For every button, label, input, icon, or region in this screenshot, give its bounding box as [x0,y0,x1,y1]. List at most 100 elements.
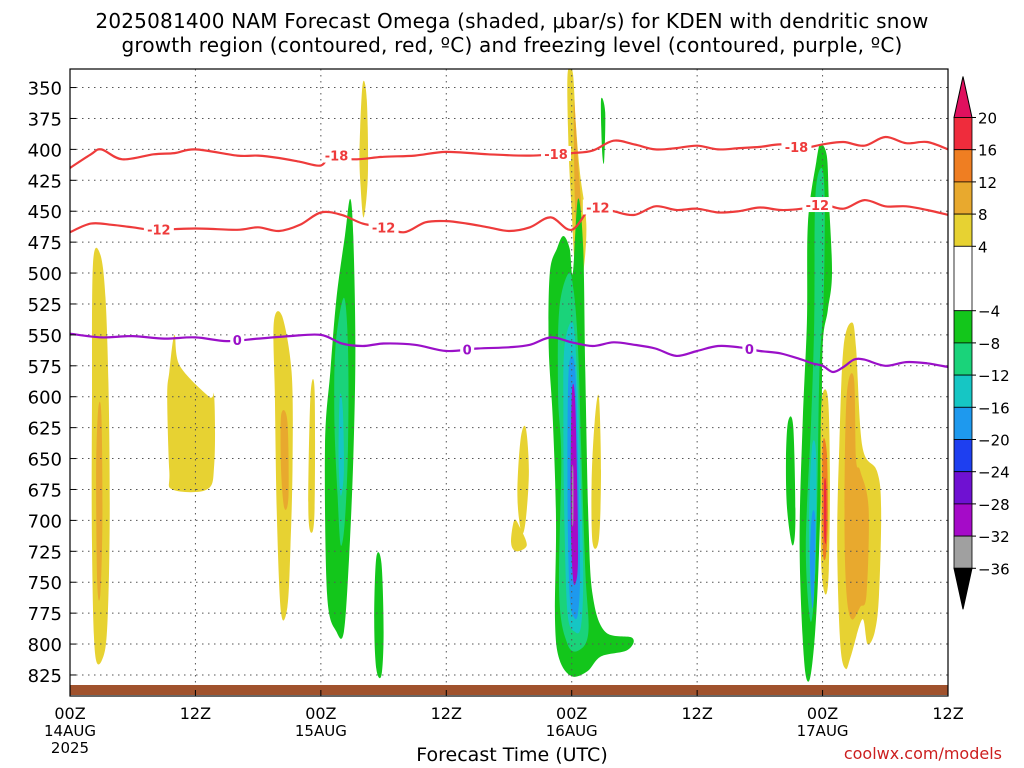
omega-feature-3 [167,334,216,493]
x-tick-label: 00Z [54,704,85,723]
y-tick-label: 450 [28,202,62,223]
x-tick-label: 12Z [431,704,462,723]
colorbar-bin [953,245,973,312]
contour-label-bg [460,341,475,357]
contour-label: -12 [586,202,610,217]
colorbar-bin [953,117,973,151]
colorbar-label: −36 [978,560,1010,578]
y-tick-label: 375 [28,109,62,130]
contour-label-bg [143,221,174,237]
omega-feature-5 [280,410,289,510]
y-tick-label: 775 [28,604,62,625]
omega-feature-16 [374,552,384,679]
y-tick-label: 475 [28,233,62,254]
terrain-bar [70,685,948,695]
colorbar-bin [953,181,973,215]
contour-label-bg [321,147,352,163]
y-tick-label: 550 [28,326,62,347]
omega-feature-28 [810,510,816,609]
y-tick-label: 750 [28,573,62,594]
y-tick-label: 500 [28,264,62,285]
x-tick-label: 12Z [932,704,963,723]
contour-label-bg [582,199,613,215]
y-tick-label: 350 [28,79,62,100]
contour-label: 0 [233,334,242,349]
chart-title-line-1: 2025081400 NAM Forecast Omega (shaded, μ… [95,9,929,33]
omega-feature-33 [823,477,827,544]
x-tick-label: 00Z [305,704,336,723]
colorbar-label: −24 [978,464,1010,482]
x-tick-label: 00Z [807,704,838,723]
contour-label-bg [742,341,757,357]
omega-feature-8 [517,425,529,535]
colorbar-bin [953,471,973,505]
x-tick-label: 00Z [556,704,587,723]
contour-lines: -18 -18 -18 -12 -12 -12 -12 0 0 0 [70,135,948,374]
x-tick-date: 16AUG [546,722,598,740]
omega-feature-9 [511,519,527,552]
colorbar-label: −12 [978,367,1010,385]
y-axis: 350 375 400 425 450 475 500 525 550 575 600 625 650 6… [28,79,76,687]
colorbar-label: 8 [978,206,988,224]
colorbar-label: −20 [978,432,1010,450]
x-tick-date: 17AUG [797,722,849,740]
colorbar-bin [953,439,973,473]
omega-feature-6 [359,80,369,218]
contour-label-bg [541,146,572,162]
omega-feature-30 [844,373,869,620]
x-tick-label: 12Z [681,704,712,723]
colorbar-bin [953,374,973,408]
plot-frame [69,68,949,697]
terrain-surface [70,685,948,695]
contour-label-bg [230,332,245,348]
colorbar-bin [953,149,973,183]
y-tick-label: 800 [28,635,62,656]
omega-feature-7 [308,379,316,533]
x-tick-date: 15AUG [295,722,347,740]
colorbar-label: 12 [978,174,997,192]
colorbar-bin [953,406,973,440]
contour-label: 0 [745,343,754,358]
y-tick-label: 725 [28,542,62,563]
contour-label: -18 [785,141,809,156]
contour-label-bg [781,139,812,155]
contour-label: -18 [544,148,568,163]
chart-title-line-2: growth region (contoured, red, ºC) and f… [121,33,903,57]
colorbar: 20 16 12 8 4 −4 −8 −12 −16 −20 −24 −28 −32 −36 [953,76,1010,610]
colorbar-label: −32 [978,528,1010,546]
colorbar-label: −16 [978,399,1010,417]
colorbar-bin [953,310,973,344]
y-tick-label: 575 [28,357,62,378]
colorbar-bin [953,213,973,247]
y-tick-label: 700 [28,511,62,532]
y-tick-label: 650 [28,450,62,471]
contour-label-bg [368,219,399,235]
colorbar-label: 4 [978,238,988,256]
colorbar-bin [953,535,973,569]
x-tick-year: 2025 [51,739,89,757]
omega-feature-24 [785,416,796,546]
colorbar-label: 20 [978,110,997,128]
colorbar-label: −4 [978,303,1000,321]
colorbar-label: 16 [978,142,997,160]
contour-label: -12 [806,199,830,214]
colorbar-over-triangle [953,76,973,118]
x-axis-label: Forecast Time (UTC) [416,744,608,766]
omega-feature-23 [600,97,606,164]
colorbar-bin [953,342,973,376]
credit-link[interactable]: coolwx.com/models [843,744,1002,763]
omega-feature-22 [572,464,574,527]
omega-feature-21 [570,383,579,585]
omega-shading [91,69,882,682]
y-tick-label: 600 [28,388,62,409]
contour-label-bg [802,197,833,213]
y-tick-label: 525 [28,295,62,316]
y-tick-label: 625 [28,419,62,440]
contour-line-0 [70,332,948,374]
omega-feature-15 [338,393,344,496]
contour-label: 0 [463,343,472,358]
colorbar-under-triangle [953,567,973,610]
contour-label: -12 [372,221,396,236]
